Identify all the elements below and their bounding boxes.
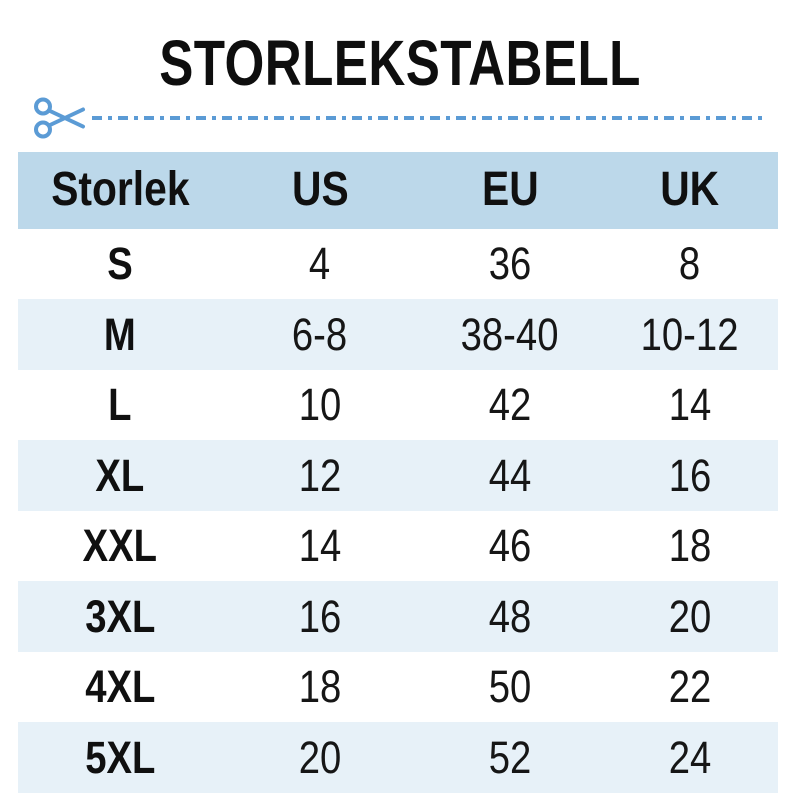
table-row-m: M 6-8 38-40 10-12 bbox=[18, 299, 778, 370]
uk-value-cell: 24 bbox=[668, 731, 712, 783]
header-uk: UK bbox=[660, 163, 720, 217]
size-cell: XXL bbox=[82, 520, 158, 572]
header-storlek: Storlek bbox=[50, 163, 190, 217]
table-row-3xl: 3XL 16 48 20 bbox=[18, 581, 778, 652]
us-value-cell: 18 bbox=[298, 661, 342, 713]
size-cell: 3XL bbox=[84, 590, 156, 642]
table-row-l: L 10 42 14 bbox=[18, 369, 778, 440]
size-cell: L bbox=[108, 379, 132, 431]
size-cell: M bbox=[104, 308, 136, 360]
uk-value-cell: 22 bbox=[668, 661, 712, 713]
header-eu: EU bbox=[481, 163, 539, 217]
page-title: STORLEKSTABELL bbox=[159, 27, 641, 99]
us-value-cell: 16 bbox=[298, 590, 342, 642]
eu-value-cell: 48 bbox=[488, 590, 532, 642]
uk-value-cell: 16 bbox=[668, 449, 712, 501]
size-cell: 5XL bbox=[84, 731, 156, 783]
table-row-s: S 4 36 8 bbox=[18, 228, 778, 299]
size-cell: S bbox=[107, 238, 133, 290]
table-row-xxl: XXL 14 46 18 bbox=[18, 510, 778, 581]
size-cell: XL bbox=[95, 449, 145, 501]
eu-value-cell: 38-40 bbox=[461, 308, 559, 360]
us-value-cell: 10 bbox=[298, 379, 342, 431]
table-row-5xl: 5XL 20 52 24 bbox=[18, 722, 778, 793]
table-row-xl: XL 12 44 16 bbox=[18, 440, 778, 511]
header-us: US bbox=[291, 163, 349, 217]
table-row-4xl: 4XL 18 50 22 bbox=[18, 651, 778, 722]
size-cell: 4XL bbox=[84, 661, 156, 713]
cut-line bbox=[30, 96, 770, 140]
eu-value-cell: 46 bbox=[488, 520, 532, 572]
eu-value-cell: 44 bbox=[488, 449, 532, 501]
size-table: Storlek US EU UK S 4 36 8 M 6-8 38-40 10… bbox=[18, 152, 778, 793]
eu-value-cell: 36 bbox=[488, 238, 532, 290]
eu-value-cell: 50 bbox=[488, 661, 532, 713]
us-value-cell: 4 bbox=[309, 238, 331, 290]
uk-value-cell: 18 bbox=[668, 520, 712, 572]
uk-value-cell: 20 bbox=[668, 590, 712, 642]
uk-value-cell: 8 bbox=[679, 238, 701, 290]
us-value-cell: 20 bbox=[298, 731, 342, 783]
eu-value-cell: 42 bbox=[488, 379, 532, 431]
table-header-row: Storlek US EU UK bbox=[18, 152, 778, 229]
eu-value-cell: 52 bbox=[488, 731, 532, 783]
uk-value-cell: 14 bbox=[668, 379, 712, 431]
us-value-cell: 6-8 bbox=[292, 308, 348, 360]
us-value-cell: 12 bbox=[298, 449, 342, 501]
us-value-cell: 14 bbox=[298, 520, 342, 572]
uk-value-cell: 10-12 bbox=[641, 308, 739, 360]
scissors-icon bbox=[34, 97, 763, 139]
